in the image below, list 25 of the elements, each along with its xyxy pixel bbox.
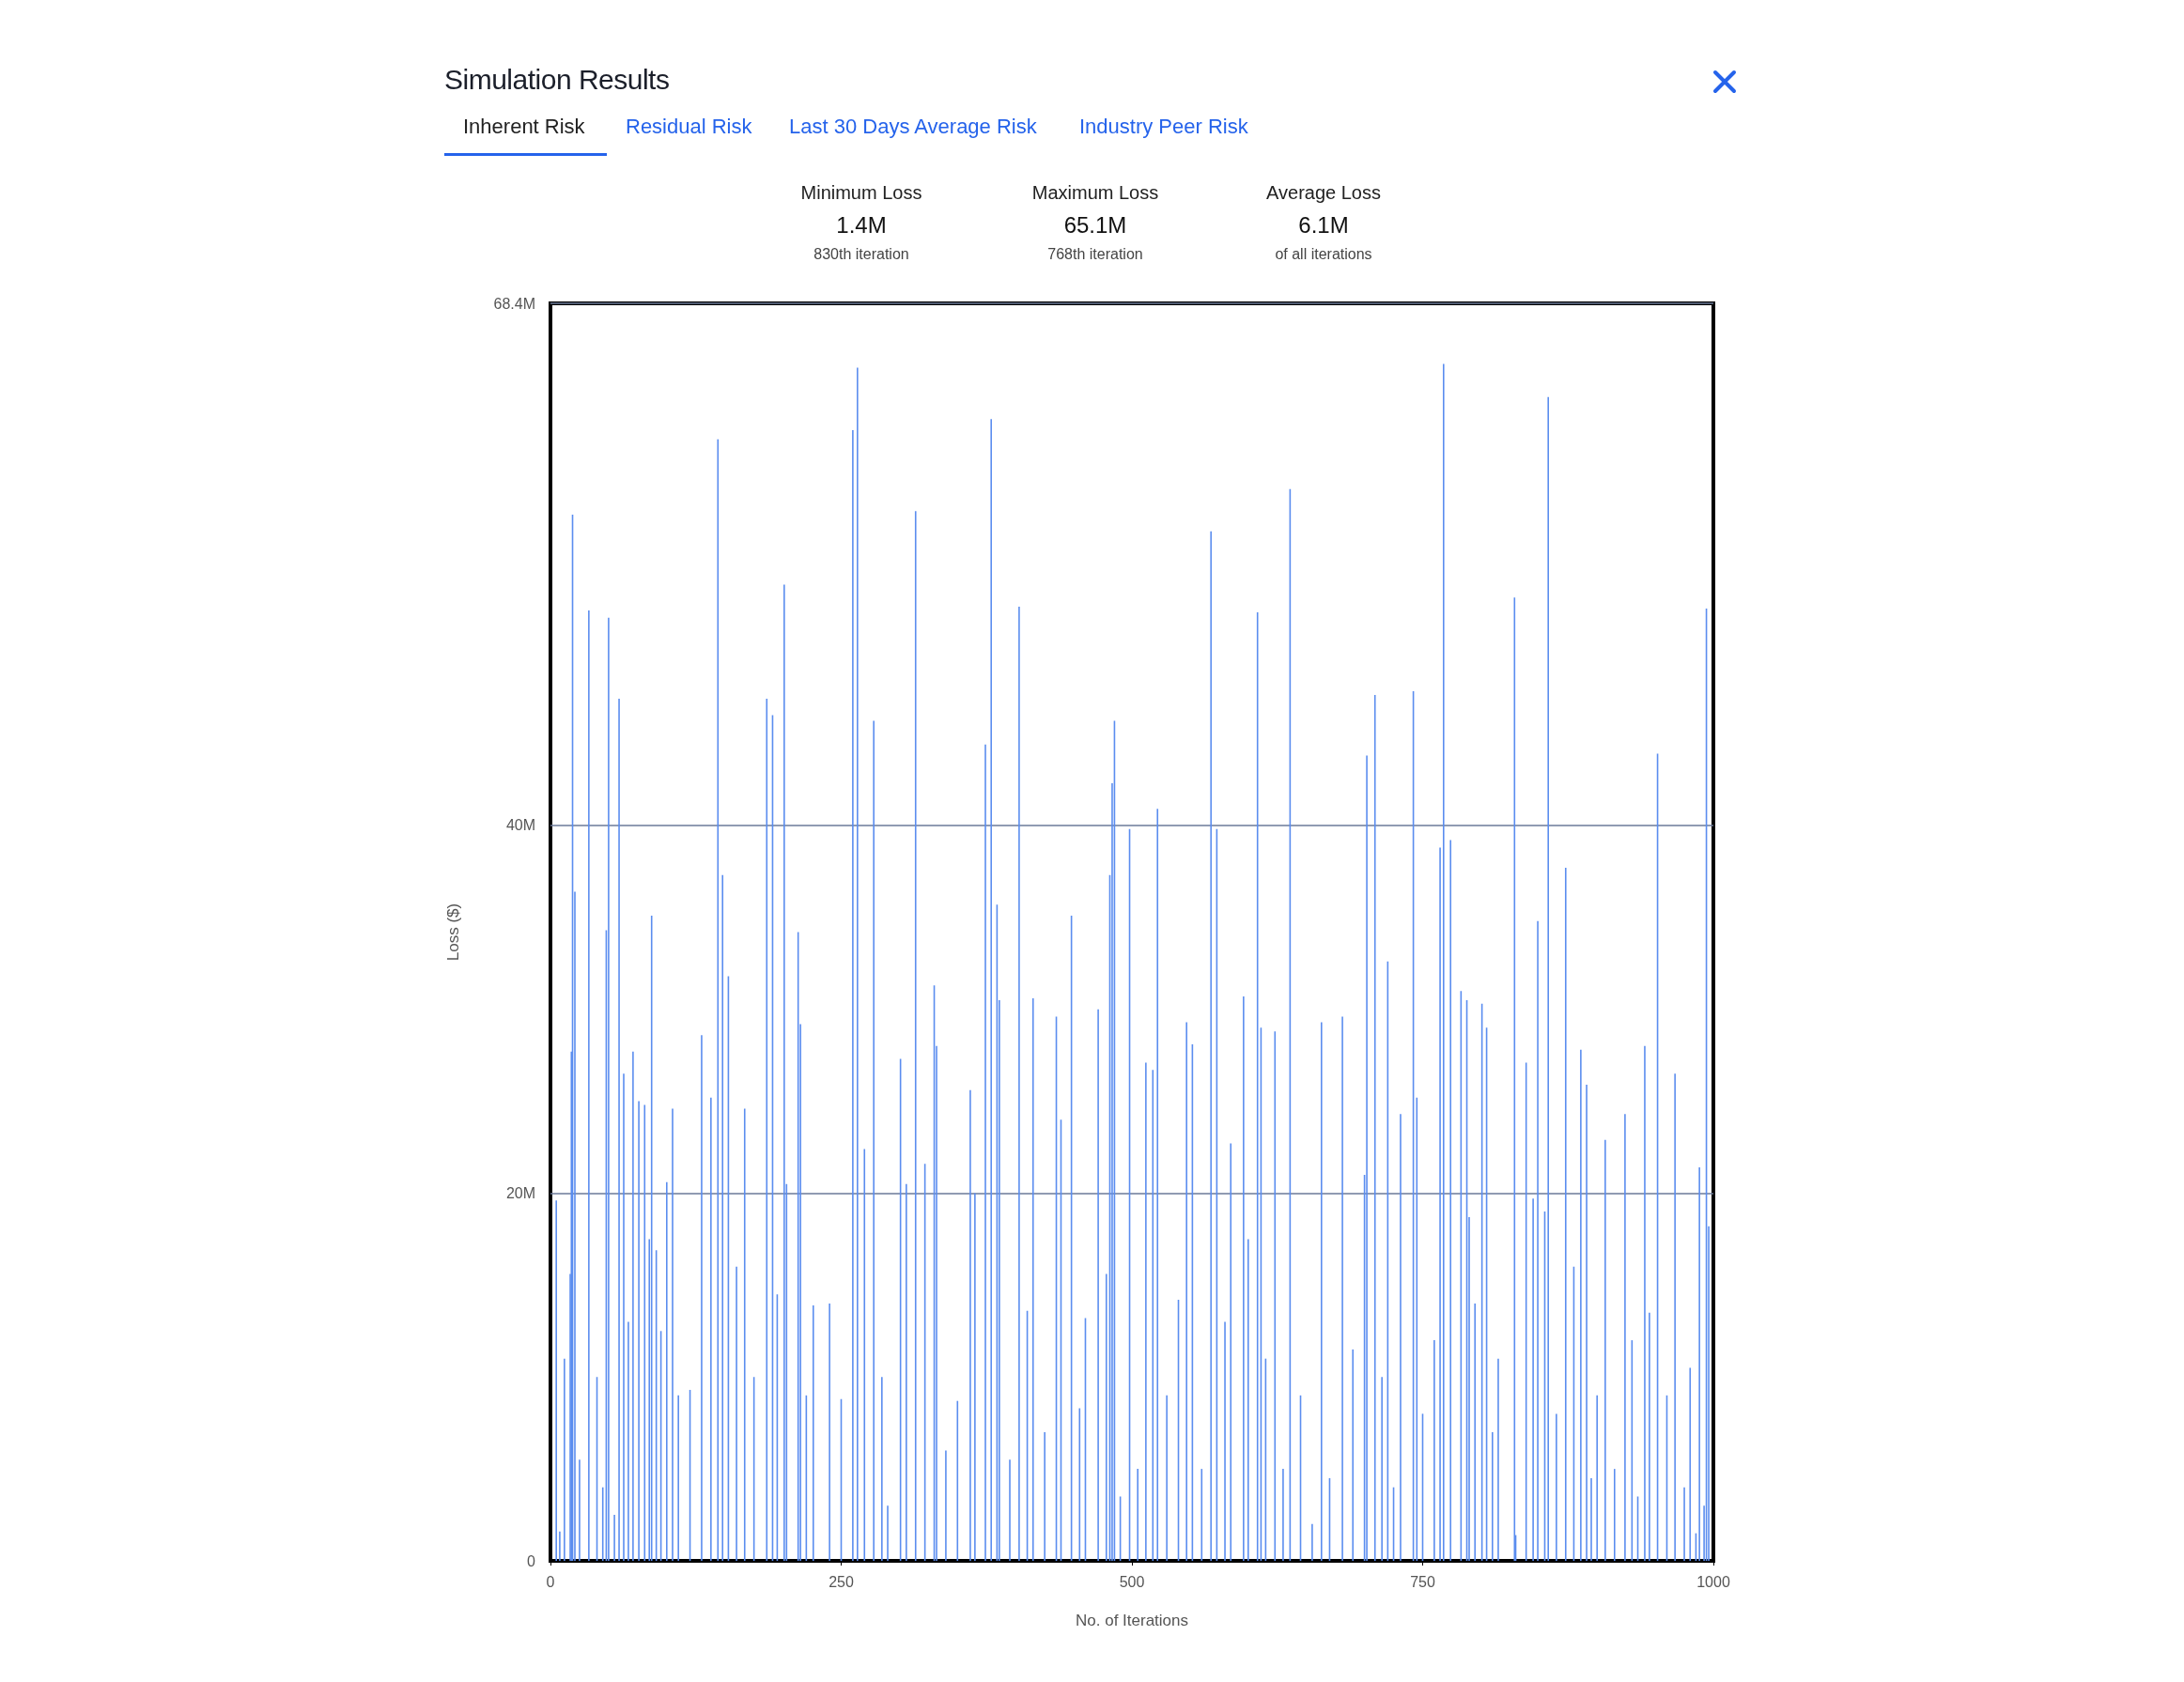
text: Last 30 Days Average Risk: [789, 115, 1037, 139]
y-axis-title: Loss ($): [444, 903, 462, 962]
text: 768th iteration: [1047, 246, 1143, 263]
x-tick-label: 1000: [1696, 1573, 1730, 1590]
text: Inherent Risk: [463, 115, 585, 139]
text: Maximum Loss: [1031, 182, 1159, 204]
x-axis-title: No. of Iterations: [1075, 1612, 1189, 1629]
text: 1.4M: [836, 212, 887, 239]
text: Average Loss: [1266, 182, 1381, 204]
y-tick-label: 68.4M: [493, 295, 535, 312]
x-tick-label: 750: [1410, 1573, 1435, 1590]
y-tick-label: 0: [527, 1552, 536, 1569]
y-tick-label: 40M: [505, 817, 535, 834]
text: Industry Peer Risk: [1079, 115, 1248, 139]
chart-title: Simulation Results: [444, 64, 670, 96]
y-tick-label: 20M: [505, 1184, 535, 1201]
x-tick-label: 0: [546, 1573, 555, 1590]
x-tick-label: 250: [829, 1573, 854, 1590]
text: 6.1M: [1298, 212, 1349, 239]
x-tick-label: 500: [1119, 1573, 1145, 1590]
text: Residual Risk: [626, 115, 752, 139]
text: of all iterations: [1275, 246, 1372, 263]
text: Minimum Loss: [800, 182, 922, 204]
text: 65.1M: [1063, 212, 1127, 239]
text: 830th iteration: [813, 246, 909, 263]
